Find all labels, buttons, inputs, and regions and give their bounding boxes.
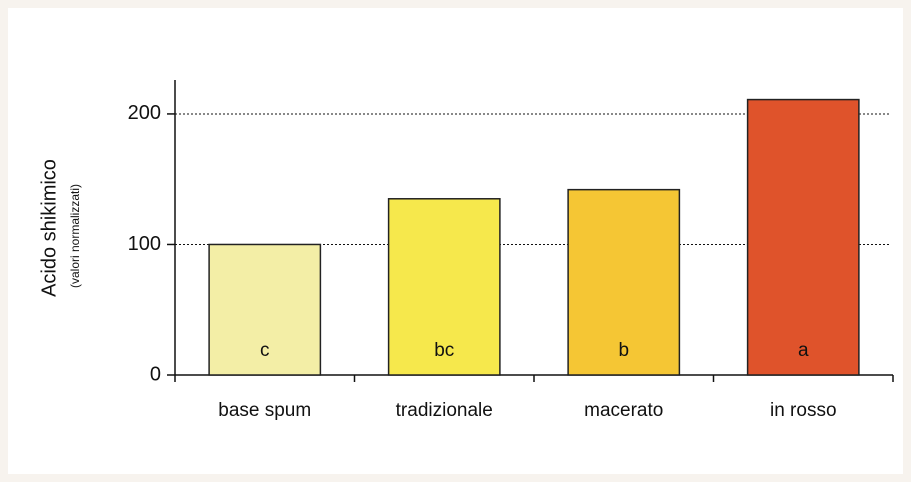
y-axis-label: Acido shikimico [38,159,60,297]
bar [387,198,501,376]
bar [208,243,322,376]
x-tick-label: base spum [218,400,311,421]
y-axis-sublabel: (valori normalizzati) [68,184,82,288]
x-tick-label: tradizionale [396,400,493,421]
bar [746,98,860,376]
bar-annotation: b [618,340,629,361]
x-tick-label: in rosso [770,400,837,421]
x-tick-label: macerato [584,400,663,421]
y-tick-label: 200 [128,102,161,124]
y-tick-label: 100 [128,233,161,255]
bar-annotation: bc [434,340,454,361]
bar-annotation: a [798,340,809,361]
y-tick-label: 0 [150,363,161,385]
bar-annotation: c [260,340,270,361]
bar [567,188,681,376]
